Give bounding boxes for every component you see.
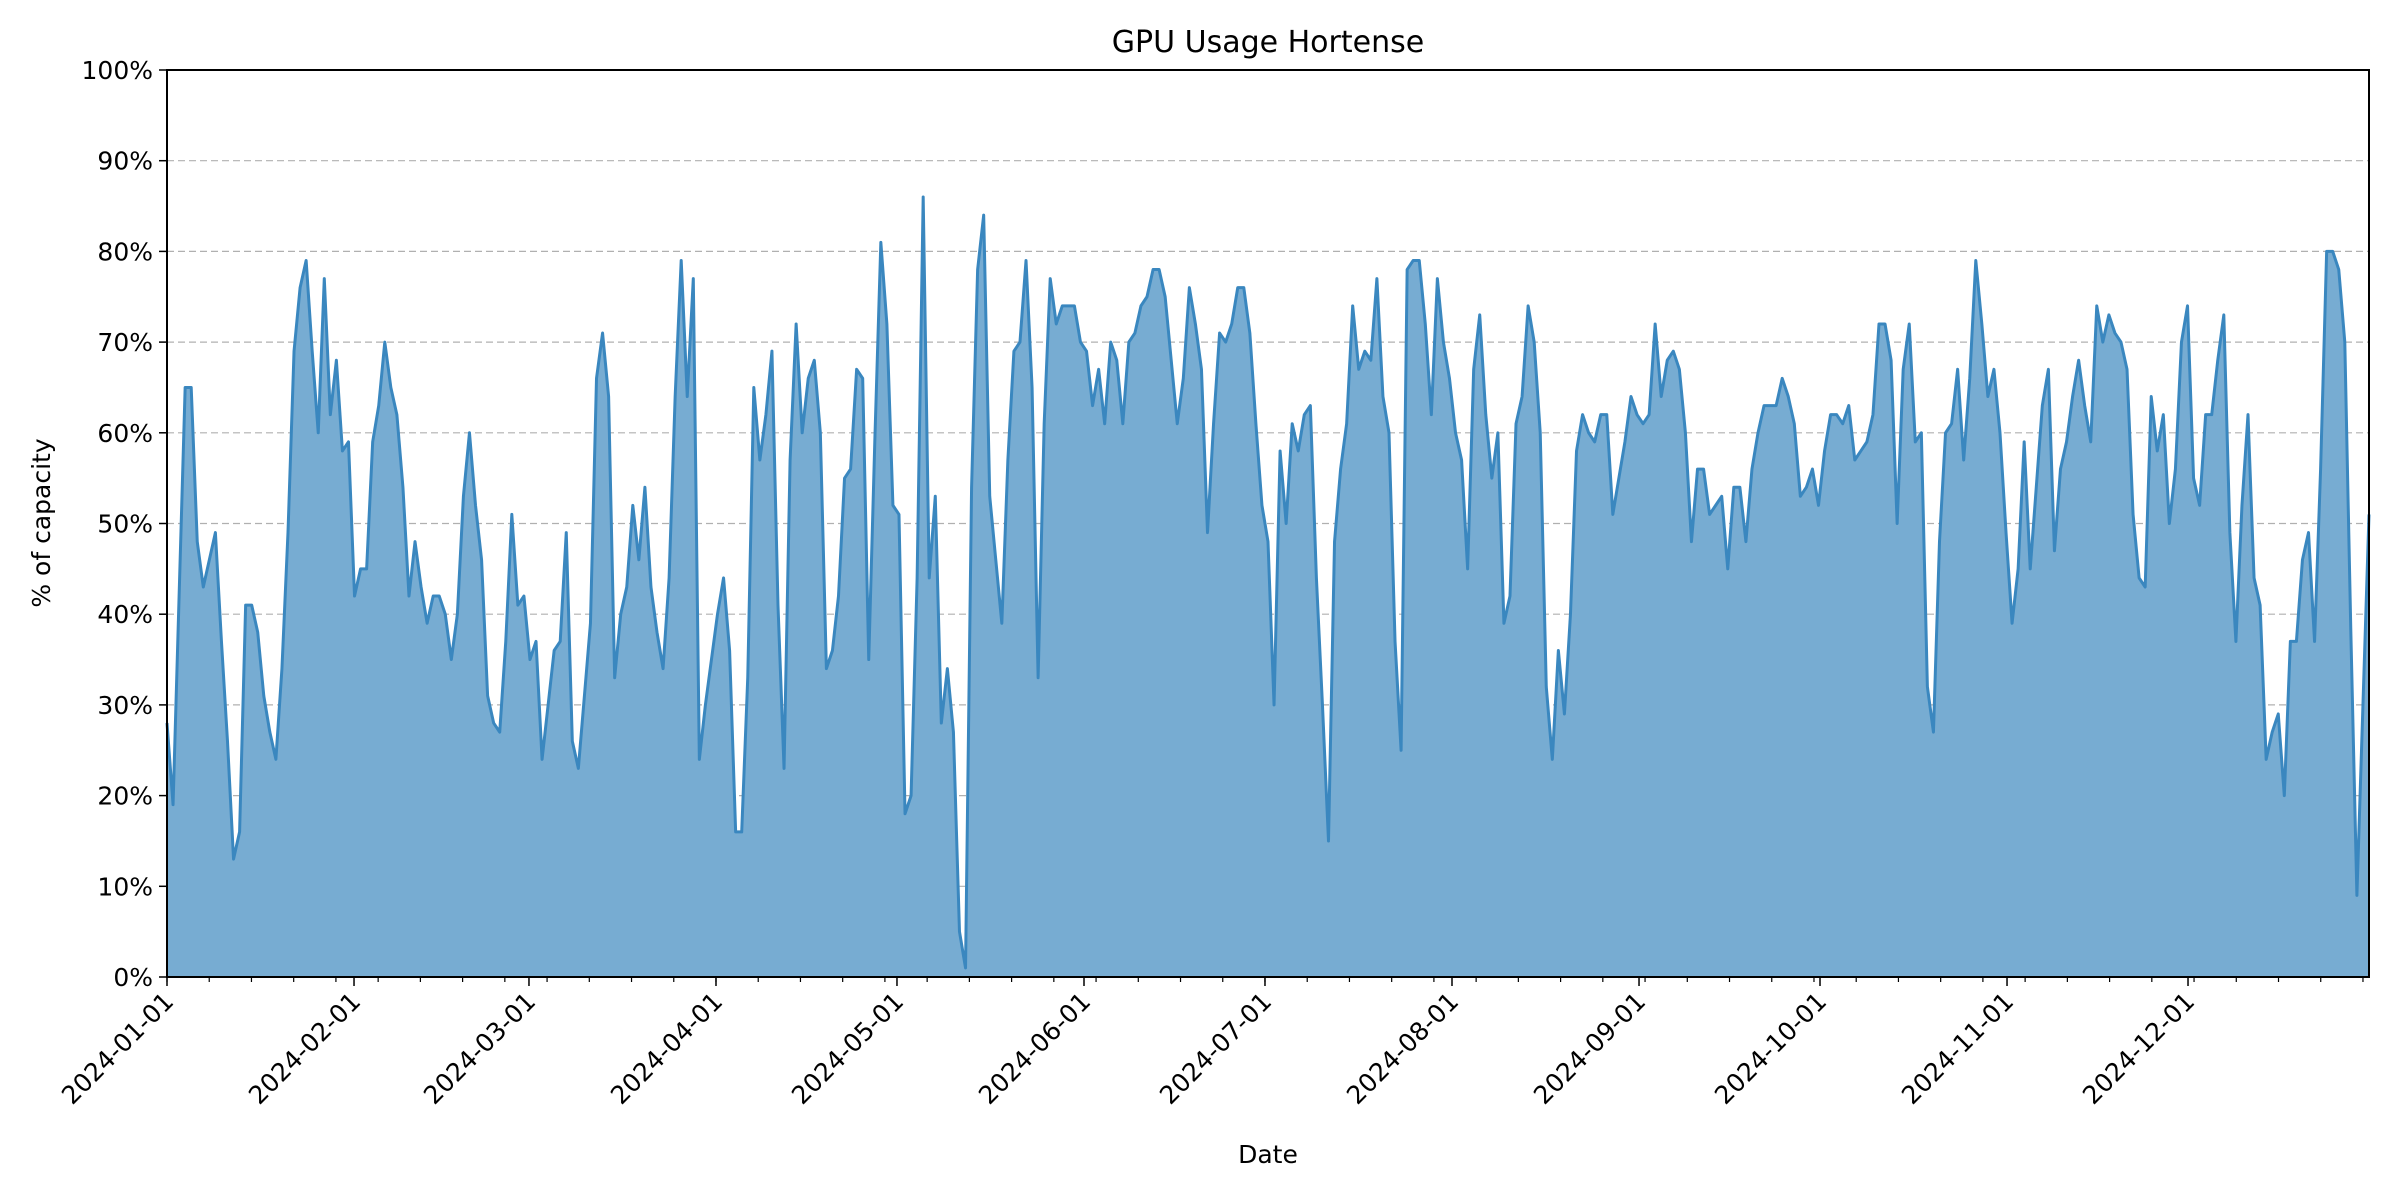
y-tick-label: 40% <box>97 600 153 629</box>
x-tick-label: 2024-10-01 <box>1709 987 1832 1110</box>
y-tick-label: 90% <box>97 147 153 176</box>
x-tick-label: 2024-06-01 <box>973 987 1096 1110</box>
x-tick-label: 2024-11-01 <box>1896 987 2019 1110</box>
x-tick-label: 2024-01-01 <box>56 987 179 1110</box>
x-tick-label: 2024-08-01 <box>1341 987 1464 1110</box>
y-tick-label: 50% <box>97 510 153 539</box>
x-tick-label: 2024-07-01 <box>1154 987 1277 1110</box>
x-tick-label: 2024-04-01 <box>605 987 728 1110</box>
x-axis-label: Date <box>1238 1140 1298 1169</box>
y-tick-label: 80% <box>97 237 153 266</box>
y-tick-label: 70% <box>97 328 153 357</box>
y-tick-label: 100% <box>82 56 153 85</box>
x-tick-label: 2024-12-01 <box>2077 987 2200 1110</box>
y-tick-label: 0% <box>113 963 153 992</box>
usage-series-line <box>165 195 2371 970</box>
x-tick-label: 2024-09-01 <box>1528 987 1651 1110</box>
x-tick-label: 2024-02-01 <box>243 987 366 1110</box>
y-axis-label: % of capacity <box>27 438 56 607</box>
x-axis: 2024-01-01 2024-02-01 2024-03-01 2024-04-01… <box>56 977 2364 1110</box>
usage-area-fill <box>167 196 2369 978</box>
x-tick-label: 2024-05-01 <box>786 987 909 1110</box>
x-tick-label: 2024-03-01 <box>418 987 541 1110</box>
y-tick-label: 30% <box>97 691 153 720</box>
y-tick-label: 20% <box>97 782 153 811</box>
y-axis: 0% 10% 20% 30% 40% 50% 60% 70% 80% 90% 100% <box>82 56 167 992</box>
chart-title: GPU Usage Hortense <box>1112 25 1424 60</box>
y-tick-label: 60% <box>97 419 153 448</box>
y-tick-label: 10% <box>97 872 153 901</box>
